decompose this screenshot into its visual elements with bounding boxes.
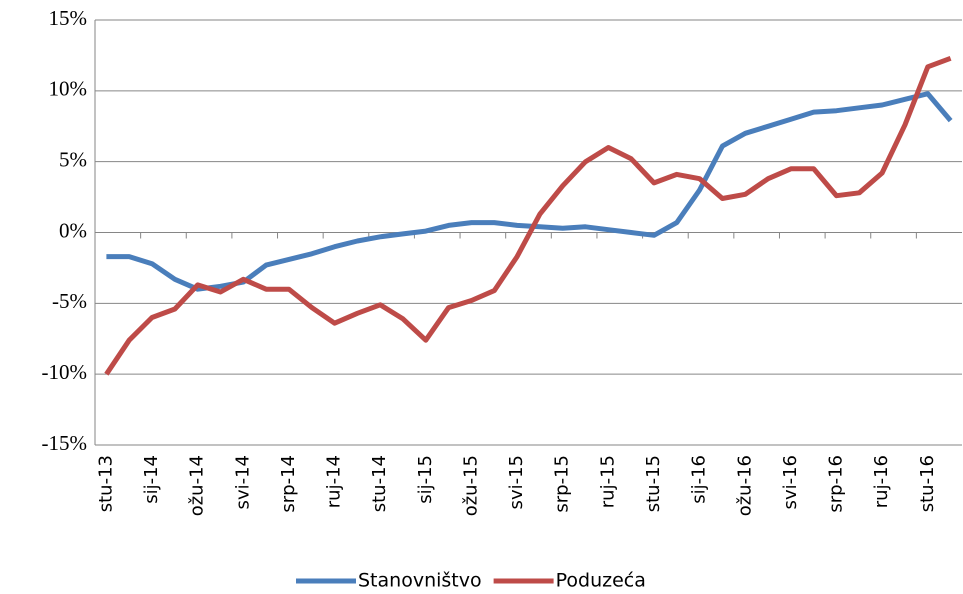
y-tick-label: 0% xyxy=(59,218,87,242)
y-tick-label: 10% xyxy=(49,77,88,101)
x-tick-label: ruj-16 xyxy=(871,455,892,508)
x-tick-label: srp-15 xyxy=(552,455,573,513)
x-tick-label: svi-14 xyxy=(232,455,253,509)
x-tick-label: stu-16 xyxy=(917,455,938,512)
x-tick-label: svi-15 xyxy=(506,455,527,509)
series-line xyxy=(106,91,953,292)
x-tick-label: srp-14 xyxy=(278,455,299,513)
x-tick-label: ožu-14 xyxy=(187,455,208,516)
x-tick-label: sij-15 xyxy=(415,455,436,504)
y-tick-label: -15% xyxy=(42,431,88,455)
x-tick-label: ruj-14 xyxy=(324,455,345,508)
y-tick-label: -10% xyxy=(42,360,88,384)
x-tick-label: ožu-15 xyxy=(460,455,481,516)
y-tick-label: 15% xyxy=(49,6,88,30)
x-tick-label: stu-13 xyxy=(95,455,116,512)
series-line xyxy=(104,55,952,376)
x-tick-label: stu-15 xyxy=(643,455,664,512)
x-tick-label: ožu-16 xyxy=(734,455,755,516)
y-tick-label: 5% xyxy=(59,147,87,171)
x-tick-label: sij-14 xyxy=(141,455,162,504)
y-tick-label: -5% xyxy=(52,289,87,313)
x-tick-label: sij-16 xyxy=(689,455,710,504)
x-tick-label: srp-16 xyxy=(826,455,847,513)
x-tick-label: ruj-15 xyxy=(597,455,618,508)
x-tick-label: stu-14 xyxy=(369,455,390,512)
x-tick-label: svi-16 xyxy=(780,455,801,509)
legend-label: Poduzeća xyxy=(556,570,646,592)
legend-label: Stanovništvo xyxy=(358,570,482,592)
